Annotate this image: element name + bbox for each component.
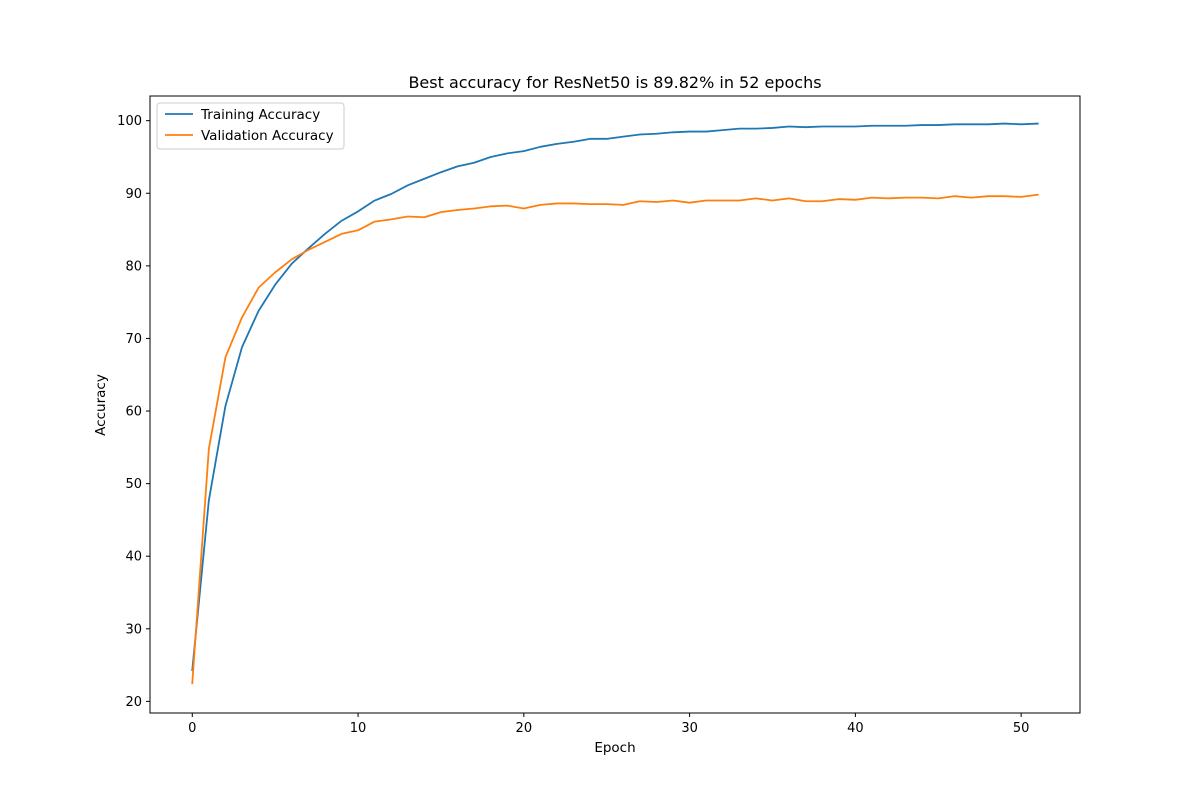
x-tick-label: 10 (350, 721, 367, 736)
y-tick-label: 60 (125, 405, 142, 420)
legend-box (156, 102, 345, 150)
plot-frame (149, 95, 1081, 714)
legend-label-validation: Validation Accuracy (201, 128, 334, 144)
series-line-training-accuracy (191, 122, 1039, 672)
legend: Training Accuracy Validation Accuracy (156, 102, 345, 150)
x-axis-label: Epoch (594, 740, 635, 756)
y-tick-label: 80 (125, 259, 142, 274)
y-tick-label: 20 (125, 695, 142, 710)
lines-layer (191, 122, 1039, 685)
ticks-layer: 0 10 20 30 40 50 20 30 40 50 60 70 80 90 100 (117, 114, 1029, 736)
x-tick-label: 20 (516, 721, 533, 736)
y-axis-label: Accuracy (93, 374, 109, 436)
y-tick-label: 70 (125, 332, 142, 347)
x-tick-label: 50 (1013, 721, 1030, 736)
x-tick-label: 40 (847, 721, 864, 736)
y-tick-label: 100 (117, 114, 142, 129)
x-tick-label: 0 (188, 721, 196, 736)
chart-title: Best accuracy for ResNet50 is 89.82% in … (408, 73, 821, 92)
series-line-validation-accuracy (191, 193, 1039, 685)
legend-label-training: Training Accuracy (200, 107, 320, 123)
y-tick-label: 90 (125, 187, 142, 202)
y-tick-label: 30 (125, 622, 142, 637)
y-tick-label: 50 (125, 477, 142, 492)
x-tick-label: 30 (681, 721, 698, 736)
y-tick-label: 40 (125, 550, 142, 565)
